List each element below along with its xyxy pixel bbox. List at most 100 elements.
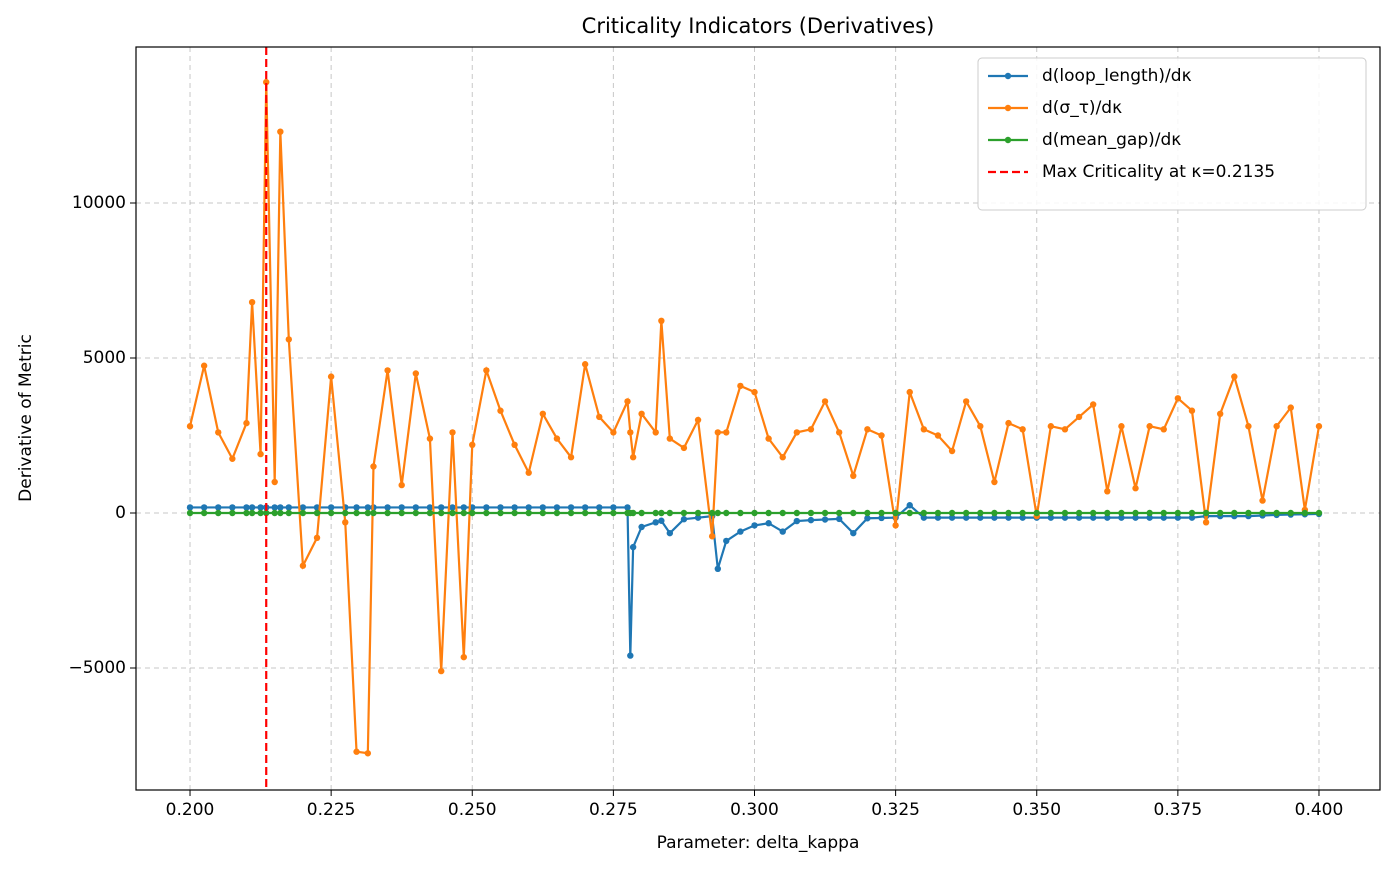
marker [765,435,772,442]
marker [991,509,998,517]
x-tick-label: 0.325 [871,800,920,820]
marker [553,509,561,517]
marker [610,504,617,511]
marker [821,516,829,523]
marker [658,317,665,325]
marker [779,509,786,517]
marker [1216,410,1224,418]
marker [666,435,674,442]
marker [438,509,445,517]
marker [1104,488,1111,495]
marker [277,128,284,135]
marker [1160,509,1167,517]
marker [1259,509,1266,517]
marker [1231,373,1238,380]
marker [751,522,758,529]
marker [765,520,772,527]
marker [229,504,236,511]
marker [271,509,278,517]
marker [1202,509,1210,517]
marker [977,423,984,430]
marker [638,509,645,517]
marker [1273,509,1280,517]
marker [313,534,321,542]
marker [807,509,815,517]
marker [1146,514,1153,521]
marker [412,370,420,377]
marker [793,517,801,525]
marker [765,509,772,517]
marker [1132,485,1139,492]
marker [483,367,490,374]
marker [1231,509,1238,517]
y-tick-label: −5000 [68,658,126,678]
marker [906,388,913,396]
marker [1273,423,1280,430]
marker [962,398,970,405]
marker [398,481,405,489]
x-tick-label: 0.300 [730,800,779,820]
marker [1259,497,1266,504]
marker [581,509,589,517]
marker [1132,509,1139,517]
marker [364,750,372,757]
chart-title: Criticality Indicators (Derivatives) [582,14,935,38]
marker [327,373,335,380]
y-tick-label: 5000 [83,348,126,368]
x-tick-label: 0.225 [307,800,356,820]
marker [906,502,913,509]
legend-box [977,57,1367,211]
marker [779,528,786,535]
marker [460,509,467,517]
marker [991,478,998,486]
marker [1019,514,1026,521]
marker [807,516,815,524]
marker [714,509,722,517]
marker [892,522,899,529]
marker [948,509,956,517]
marker [263,509,270,517]
marker [1047,423,1055,430]
y-tick-label: 10000 [72,193,126,213]
marker [934,514,942,521]
marker [666,529,674,537]
marker [285,504,293,511]
marker [1216,509,1224,517]
marker [1089,509,1097,517]
marker [567,454,575,461]
marker [1005,509,1012,517]
legend-label: d(mean_gap)/dκ [1042,130,1181,150]
marker [469,441,476,449]
marker [1118,509,1125,517]
marker [567,509,575,517]
marker [1019,426,1026,433]
marker [263,78,270,86]
marker [511,504,518,511]
marker [1315,509,1323,517]
marker [215,504,222,511]
marker [878,509,885,517]
marker [1146,509,1153,517]
marker [364,504,372,511]
marker [186,423,194,430]
marker [850,509,857,517]
marker [680,444,688,452]
marker [299,504,307,511]
marker [627,429,634,436]
marker [1188,514,1196,521]
marker [469,509,476,517]
marker [850,472,857,480]
marker [497,509,504,517]
marker [1245,509,1252,517]
marker [835,509,843,517]
marker [257,504,264,511]
marker [257,509,264,517]
marker [215,429,222,436]
marker [327,509,335,517]
marker [299,562,307,569]
marker [977,509,984,517]
marker [353,504,360,511]
marker [977,514,984,521]
marker [398,509,405,517]
x-tick-label: 0.250 [448,800,497,820]
